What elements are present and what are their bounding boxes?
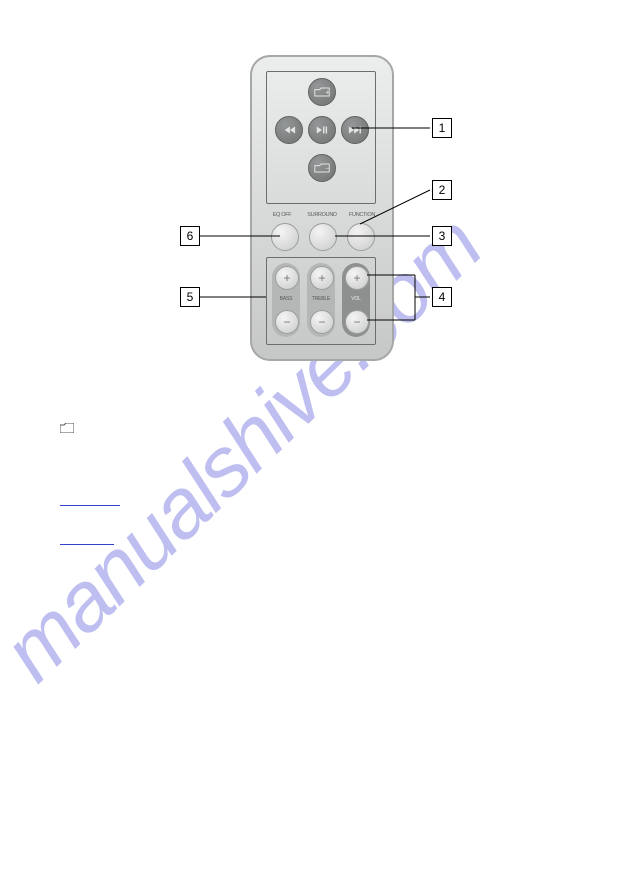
callout-1: 1 [432, 118, 452, 138]
callout-2: 2 [432, 180, 452, 200]
callout-6: 6 [180, 226, 200, 246]
callout-4: 4 [432, 287, 452, 307]
callout-5: 5 [180, 287, 200, 307]
callout-3: 3 [432, 226, 452, 246]
folder-icon [60, 420, 74, 438]
leader-lines [0, 0, 630, 400]
link-underline-1[interactable] [60, 505, 120, 506]
link-underline-2[interactable] [60, 544, 114, 545]
